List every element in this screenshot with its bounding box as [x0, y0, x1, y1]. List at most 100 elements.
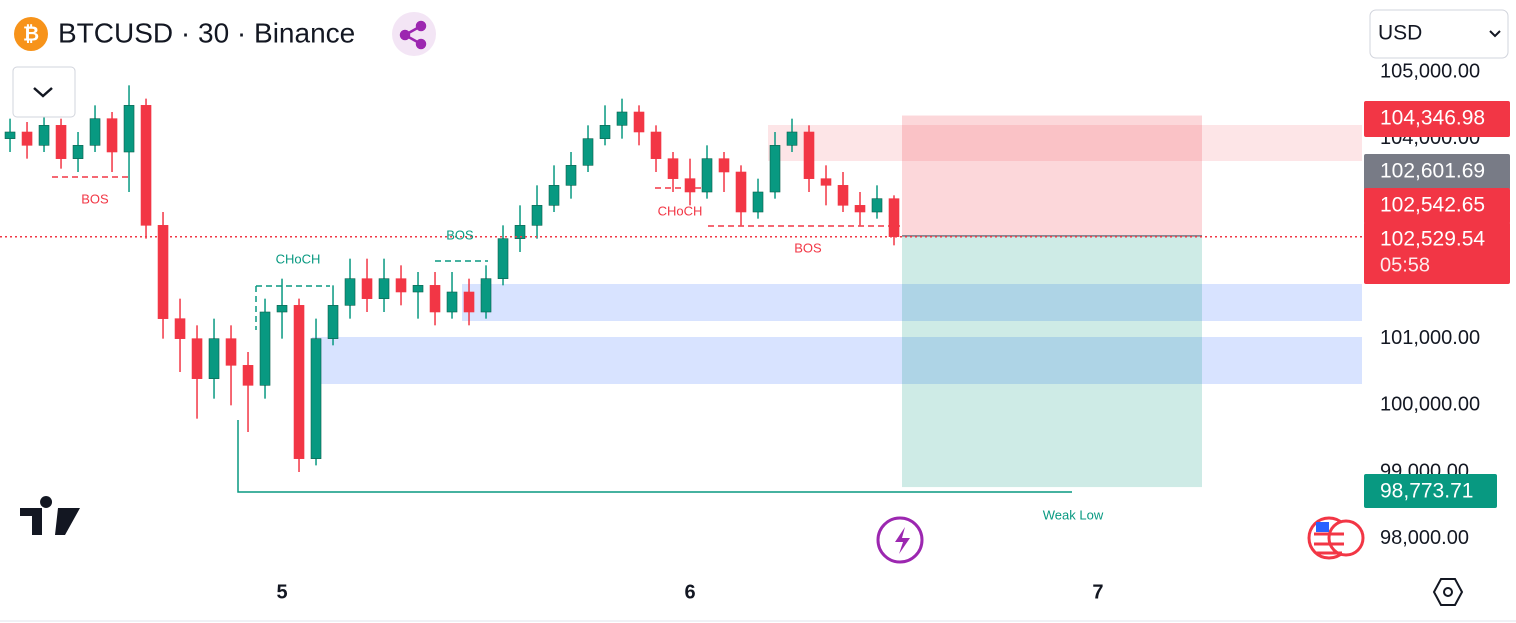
y-tick-label: 101,000.00	[1380, 327, 1480, 349]
currency-label: USD	[1378, 22, 1422, 45]
price-tag-label: 102,529.54	[1380, 228, 1485, 251]
x-tick-label: 7	[1092, 581, 1103, 603]
share-icon	[399, 20, 427, 50]
annotation: BOS	[81, 191, 109, 206]
dropdown-arrow	[1489, 30, 1501, 38]
symbol-title: BTCUSD · 30 · Binance	[58, 17, 355, 48]
price-tag	[1364, 222, 1510, 284]
candle-body	[463, 291, 475, 313]
countdown: 05:58	[1380, 254, 1430, 276]
annotation: BOS	[446, 227, 474, 242]
candle-body	[650, 131, 662, 159]
candle-body	[4, 131, 16, 139]
candle-body	[769, 145, 781, 193]
candle-body	[21, 131, 33, 146]
candle-body	[446, 291, 458, 313]
candle-body	[582, 138, 594, 166]
candle-body	[735, 171, 747, 213]
candle-body	[123, 105, 135, 153]
y-tick-label: 100,000.00	[1380, 394, 1480, 416]
x-tick-label: 5	[276, 581, 287, 603]
candle-body	[55, 125, 67, 159]
candle-body	[548, 185, 560, 206]
candle-body	[344, 278, 356, 306]
price-tag	[1364, 101, 1510, 137]
collapse-icon	[33, 87, 53, 98]
tv-logo	[20, 496, 80, 535]
candle-body	[174, 318, 186, 339]
stop-zone	[902, 115, 1202, 236]
ai-button[interactable]	[876, 516, 924, 564]
x-tick-label: 6	[684, 581, 695, 603]
currency-select[interactable]	[1369, 9, 1509, 59]
event-flag[interactable]	[1327, 519, 1365, 557]
candle-body	[72, 145, 84, 159]
candle-body	[871, 198, 883, 213]
candle-body	[361, 278, 373, 299]
candle-body	[208, 338, 220, 379]
candle-body	[395, 278, 407, 293]
candle-body	[327, 305, 339, 339]
coin-icon	[14, 17, 48, 51]
candles	[4, 85, 900, 472]
target-zone	[902, 235, 1202, 488]
overlay: BOS CHoCH BOS CHoCH BOS Weak Low	[0, 191, 1362, 522]
price-tag	[1364, 474, 1497, 508]
candle-body	[157, 225, 169, 319]
annotation: Weak Low	[1043, 507, 1104, 522]
candle-body	[854, 205, 866, 213]
price-tag	[1364, 188, 1510, 224]
candle-body	[888, 198, 900, 237]
candle-body	[412, 285, 424, 293]
candle-body	[565, 165, 577, 186]
flag-canton	[1316, 522, 1329, 532]
demand-zone	[312, 337, 1362, 384]
candle-body	[752, 191, 764, 213]
collapse-button[interactable]	[12, 66, 76, 118]
candle-body	[38, 125, 50, 146]
demand-zone	[462, 284, 1362, 321]
candle-body	[480, 278, 492, 313]
y-tick-label: 105,000.00	[1380, 60, 1480, 82]
candle-body	[667, 158, 679, 179]
price-tag-label: 104,346.98	[1380, 107, 1485, 130]
candle-body	[140, 105, 152, 226]
candle-body	[242, 365, 254, 386]
price-tag	[1364, 154, 1510, 190]
weak-low-line	[237, 420, 1072, 493]
settings-button[interactable]	[1432, 578, 1464, 606]
drawings	[52, 115, 1362, 493]
candle-body	[191, 338, 203, 379]
candle-body	[701, 158, 713, 193]
price-tag-label: 102,542.65	[1380, 194, 1485, 217]
annotation: CHoCH	[276, 251, 321, 266]
candle-body	[718, 158, 730, 173]
annotation: BOS	[794, 240, 822, 255]
candle-body	[378, 278, 390, 299]
candle-body	[106, 118, 118, 153]
candle-body	[531, 205, 543, 226]
candle-body	[616, 111, 628, 126]
candle-body	[514, 225, 526, 239]
coin-icon-symbol: ₿	[23, 23, 39, 45]
candle-body	[310, 338, 322, 459]
candle-body	[89, 118, 101, 146]
candle-body	[293, 305, 305, 459]
ai-icon	[895, 527, 910, 554]
settings-icon	[1443, 587, 1453, 597]
candle-body	[259, 311, 271, 386]
share-button[interactable]	[392, 12, 436, 56]
candle-body	[497, 238, 509, 279]
candle-body	[803, 131, 815, 179]
candle-body	[786, 131, 798, 146]
flag-stripes	[1314, 532, 1344, 555]
candle-body	[225, 338, 237, 366]
candle-body	[429, 285, 441, 313]
candle-body	[276, 305, 288, 313]
candle-body	[633, 111, 645, 133]
candle-body	[599, 125, 611, 139]
axes: 105,000.00104,000.00101,000.00100,000.00…	[276, 60, 1510, 603]
candle-body	[837, 185, 849, 206]
